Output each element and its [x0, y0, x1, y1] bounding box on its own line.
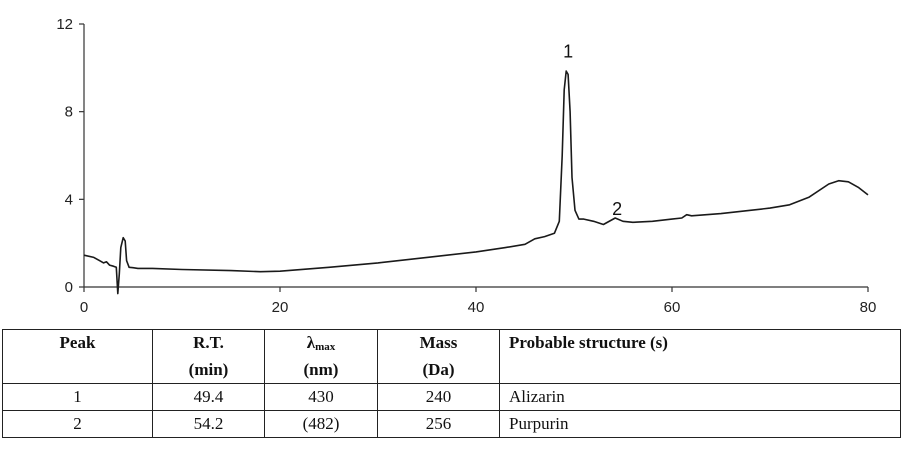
cell-mass: 256 [377, 410, 500, 438]
peak-label: 1 [563, 42, 573, 62]
peak-label: 2 [612, 199, 622, 219]
table-row: 2 54.2 (482) 256 Purpurin [2, 410, 901, 438]
x-tick-label: 20 [272, 299, 289, 316]
cell-structure: Purpurin [499, 410, 901, 438]
chart-axes [83, 24, 868, 288]
unit-lambda: (nm) [264, 356, 378, 384]
chart-annotations: 12 [563, 42, 622, 219]
y-tick-label: 0 [65, 279, 73, 296]
table-units-row: (min) (nm) (Da) [2, 356, 901, 384]
y-tick-label: 4 [65, 191, 73, 208]
x-tick-label: 40 [468, 299, 485, 316]
series-line [83, 70, 869, 295]
unit-mass: (Da) [377, 356, 500, 384]
cell-peak: 2 [2, 410, 153, 438]
y-tick-label: 8 [65, 104, 73, 121]
header-retention-time: R.T. [152, 329, 265, 357]
cell-structure: Alizarin [499, 383, 901, 411]
header-lambda-max: λmax [264, 329, 378, 357]
x-tick-label: 80 [860, 299, 877, 316]
header-peak: Peak [2, 329, 153, 357]
table-header-row: Peak R.T. λmax Mass Probable structure (… [2, 329, 901, 357]
x-tick-label: 0 [80, 299, 88, 316]
results-table: Peak R.T. λmax Mass Probable structure (… [2, 329, 901, 438]
lambda-subscript: max [315, 341, 336, 354]
cell-mass: 240 [377, 383, 500, 411]
unit-retention-time: (min) [152, 356, 265, 384]
x-tick-label: 60 [664, 299, 681, 316]
y-tick-label: 12 [56, 16, 73, 33]
header-structure: Probable structure (s) [499, 329, 901, 357]
cell-retention-time: 54.2 [152, 410, 265, 438]
cell-peak: 1 [2, 383, 153, 411]
table-row: 1 49.4 430 240 Alizarin [2, 383, 901, 411]
unit-structure [499, 356, 901, 384]
cell-lambda: (482) [264, 410, 378, 438]
cell-retention-time: 49.4 [152, 383, 265, 411]
unit-peak [2, 356, 153, 384]
lambda-symbol: λ [306, 333, 316, 353]
cell-lambda: 430 [264, 383, 378, 411]
chart-series [83, 70, 869, 295]
header-mass: Mass [377, 329, 500, 357]
